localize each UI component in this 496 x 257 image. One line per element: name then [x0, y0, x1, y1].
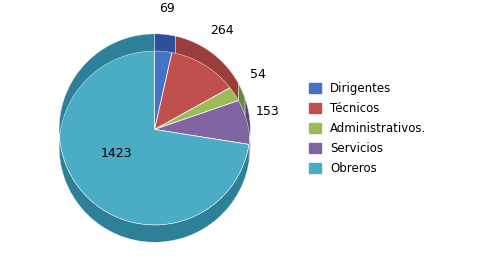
- Polygon shape: [155, 34, 176, 53]
- Text: 54: 54: [250, 69, 266, 81]
- Wedge shape: [59, 34, 249, 225]
- Polygon shape: [245, 98, 250, 162]
- Wedge shape: [155, 98, 250, 144]
- Text: 264: 264: [210, 24, 234, 37]
- Wedge shape: [155, 83, 245, 130]
- Polygon shape: [176, 36, 239, 100]
- Text: 1423: 1423: [101, 147, 132, 160]
- Wedge shape: [155, 34, 176, 130]
- Wedge shape: [155, 36, 239, 130]
- Text: 153: 153: [255, 105, 279, 117]
- Polygon shape: [59, 34, 249, 242]
- Legend: Dirigentes, Técnicos, Administrativos., Servicios, Obreros: Dirigentes, Técnicos, Administrativos., …: [309, 82, 427, 175]
- Text: 69: 69: [159, 2, 175, 15]
- Polygon shape: [239, 83, 245, 115]
